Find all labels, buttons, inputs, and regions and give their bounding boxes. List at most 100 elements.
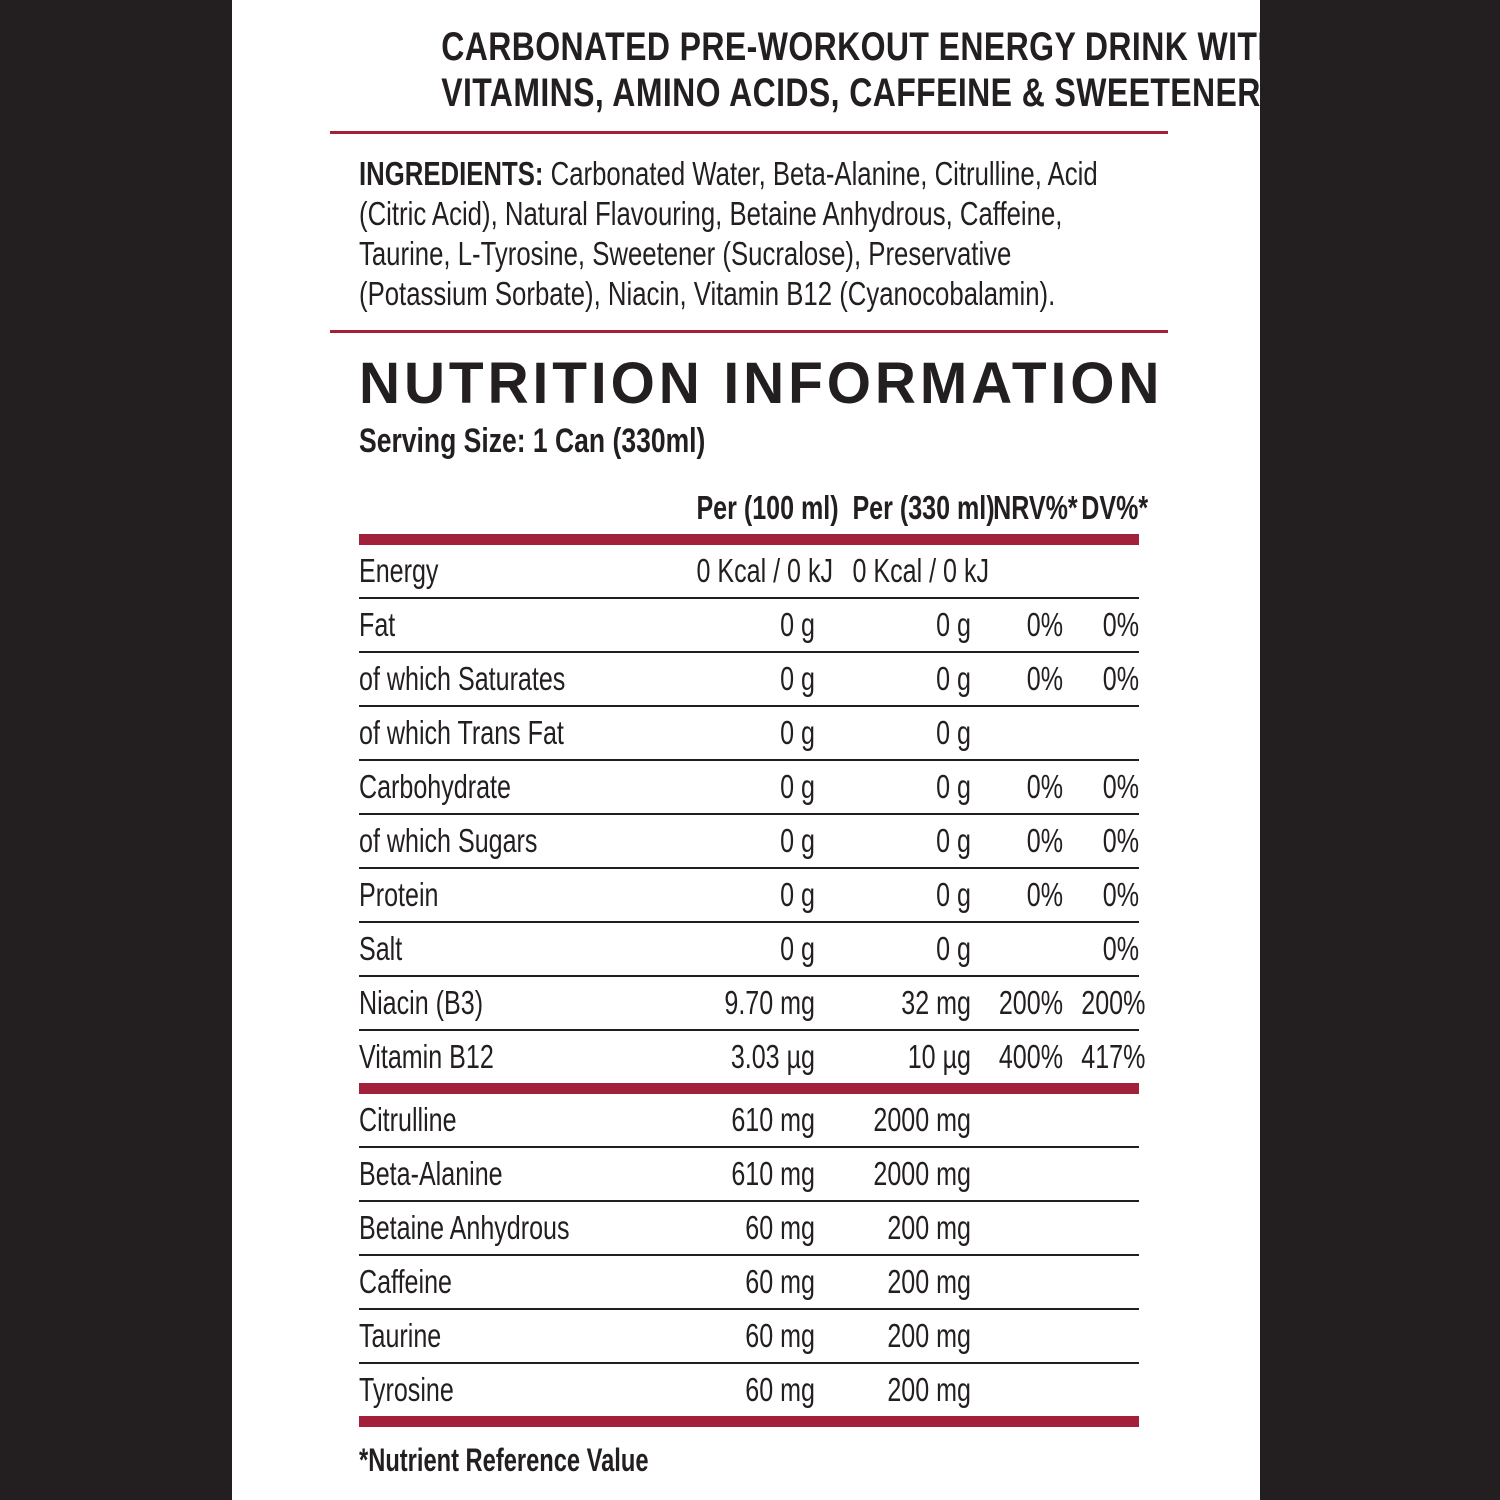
value-dv: [1063, 545, 1139, 599]
value-nrv: 200%: [971, 976, 1063, 1031]
nutrient-name: Fat: [359, 598, 659, 653]
section-bar: [359, 534, 1139, 545]
value-nrv: 0%: [971, 868, 1063, 923]
nutrient-name: Energy: [359, 545, 659, 599]
value-nrv: [971, 706, 1063, 761]
value-per-330: 0 g: [815, 868, 971, 923]
value-per-100: 9.70 mg: [659, 976, 815, 1031]
table-row: Beta-Alanine 610 mg 2000 mg: [359, 1147, 1139, 1202]
ingredients-block: INGREDIENTS: Carbonated Water, Beta-Alan…: [359, 154, 1139, 314]
table-row: Tyrosine 60 mg 200 mg: [359, 1363, 1139, 1416]
value-nrv: 0%: [971, 760, 1063, 815]
value-nrv: 0%: [971, 814, 1063, 869]
section-bar: [359, 1083, 1139, 1094]
value-per-330: 200 mg: [887, 1371, 971, 1408]
ingredients-text: Carbonated Water, Beta-Alanine, Citrulli…: [359, 155, 1098, 312]
value-dv: [1063, 1309, 1139, 1364]
nutrient-name: Citrulline: [359, 1094, 659, 1148]
nutrient-name: of which Trans Fat: [359, 706, 659, 761]
value-per-100: 60 mg: [745, 1371, 815, 1408]
column-header-per-100: Per (100 ml): [696, 489, 839, 526]
value-per-330: 0 g: [815, 922, 971, 977]
table-row: Taurine 60 mg 200 mg: [359, 1309, 1139, 1364]
table-row: Niacin (B3) 9.70 mg 32 mg 200% 200%: [359, 976, 1145, 1031]
table-row: Energy 0 Kcal / 0 kJ 0 Kcal / 0 kJ: [359, 545, 1139, 599]
table-row: Vitamin B12 3.03 µg 10 µg 400% 417%: [359, 1030, 1146, 1083]
value-per-100: 0 g: [659, 760, 815, 815]
value-dv: [1063, 706, 1139, 761]
value-per-100: 0 g: [659, 868, 815, 923]
nutrient-name: Tyrosine: [359, 1371, 454, 1408]
value-per-100: 610 mg: [659, 1094, 815, 1148]
value-nrv: [971, 1255, 1063, 1310]
value-per-100: 610 mg: [659, 1147, 815, 1202]
serving-size: Serving Size: 1 Can (330ml): [359, 422, 706, 460]
nutrient-name: Niacin (B3): [359, 976, 659, 1031]
ingredients-label: INGREDIENTS:: [359, 155, 544, 192]
product-description-line-1: CARBONATED PRE-WORKOUT ENERGY DRINK WITH: [441, 25, 1281, 69]
value-dv: 0%: [1063, 814, 1139, 869]
nutrient-name: Vitamin B12: [359, 1038, 494, 1075]
value-per-100: 0 Kcal / 0 kJ: [659, 545, 833, 599]
nutrient-name: Carbohydrate: [359, 760, 659, 815]
divider: [330, 131, 1168, 134]
value-dv: 0%: [1063, 868, 1139, 923]
product-description-line-2: VITAMINS, AMINO ACIDS, CAFFEINE & SWEETE…: [441, 71, 1261, 115]
value-per-330: 0 Kcal / 0 kJ: [815, 545, 989, 599]
value-per-330: 0 g: [815, 706, 971, 761]
nutrient-name: Salt: [359, 922, 659, 977]
value-nrv: [971, 1094, 1063, 1148]
value-per-100: 60 mg: [659, 1201, 815, 1256]
value-nrv: [971, 1201, 1063, 1256]
nutrient-name: of which Saturates: [359, 652, 659, 707]
value-per-100: 60 mg: [659, 1255, 815, 1310]
value-per-330: 200 mg: [815, 1201, 971, 1256]
value-dv: [1063, 1094, 1139, 1148]
divider: [330, 330, 1168, 333]
nutrition-title: NUTRITION INFORMATION: [359, 351, 1164, 416]
value-dv: 200%: [1063, 976, 1145, 1031]
value-per-330: 200 mg: [815, 1309, 971, 1364]
value-per-100: 0 g: [659, 652, 815, 707]
value-dv: [1063, 1147, 1139, 1202]
nutrient-name: Caffeine: [359, 1255, 659, 1310]
section-bar: [359, 1416, 1139, 1427]
table-header-row: Per (100 ml) Per (330 ml) NRV%* DV%*: [359, 482, 1149, 534]
value-dv: 0%: [1063, 652, 1139, 707]
nutrient-name: Protein: [359, 868, 659, 923]
value-nrv: 400%: [998, 1038, 1063, 1075]
value-per-100: 0 g: [659, 598, 815, 653]
value-dv: [1063, 1201, 1139, 1256]
value-dv: 0%: [1063, 922, 1139, 977]
value-per-100: 0 g: [659, 814, 815, 869]
table-row: Betaine Anhydrous 60 mg 200 mg: [359, 1201, 1139, 1256]
value-dv: 0%: [1063, 598, 1139, 653]
value-per-330: 10 µg: [907, 1038, 971, 1075]
value-per-100: 0 g: [659, 922, 815, 977]
value-nrv: [971, 922, 1063, 977]
column-header-per-330: Per (330 ml): [852, 489, 995, 526]
value-per-100: 60 mg: [659, 1309, 815, 1364]
table-row: Citrulline 610 mg 2000 mg: [359, 1094, 1139, 1148]
value-per-330: 2000 mg: [815, 1094, 971, 1148]
value-dv: [1063, 1255, 1139, 1310]
nutrient-name: Betaine Anhydrous: [359, 1201, 659, 1256]
value-dv: 417%: [1081, 1038, 1146, 1075]
column-header-dv: DV%*: [1081, 489, 1149, 526]
value-nrv: [971, 1363, 1063, 1416]
value-nrv: [971, 1147, 1063, 1202]
table-row: Caffeine 60 mg 200 mg: [359, 1255, 1139, 1310]
nutrient-name: Taurine: [359, 1309, 659, 1364]
product-description: CARBONATED PRE-WORKOUT ENERGY DRINK WITH…: [364, 24, 1281, 116]
value-per-330: 0 g: [815, 760, 971, 815]
nutrition-table: Per (100 ml) Per (330 ml) NRV%* DV%* Ene…: [359, 482, 1149, 1427]
nutrient-name: of which Sugars: [359, 814, 659, 869]
value-dv: [1063, 1363, 1139, 1416]
value-per-330: 0 g: [815, 652, 971, 707]
value-dv: 0%: [1063, 760, 1139, 815]
